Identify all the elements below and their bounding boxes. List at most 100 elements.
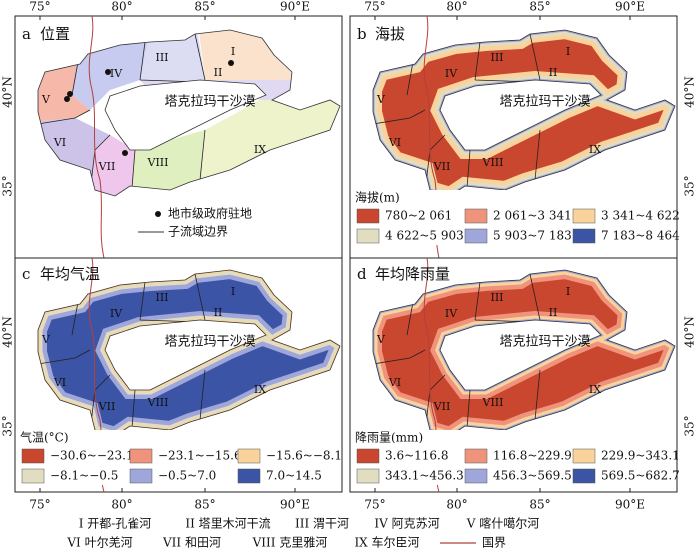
- desert-label: 塔克拉玛干沙漠: [499, 95, 590, 110]
- desert-label: 塔克拉玛干沙漠: [164, 95, 255, 110]
- footer-label: IV 阿克苏河: [374, 517, 439, 531]
- region-label: VI: [388, 136, 401, 149]
- legend-swatch: [464, 228, 488, 244]
- region-label: VIII: [482, 156, 504, 169]
- lon-tick-label: 85°: [194, 0, 215, 14]
- legend-swatch: [356, 208, 380, 224]
- lat-tick-label: 35°: [683, 415, 697, 436]
- legend-swatch: [572, 468, 596, 484]
- legend-label: 地市级政府驻地: [168, 206, 252, 221]
- region-label: II: [549, 306, 558, 319]
- region-label: I: [566, 45, 570, 58]
- legend-bg: [351, 190, 676, 245]
- legend-swatch: [237, 468, 261, 484]
- lon-tick-label: 75°: [29, 0, 50, 14]
- region-label: II: [549, 66, 558, 79]
- region-label: V: [41, 93, 51, 106]
- subbasin-region: [38, 55, 90, 125]
- lon-tick-label: 85°: [529, 498, 550, 512]
- region-label: VIII: [147, 156, 169, 169]
- region-label: VII: [433, 160, 451, 173]
- region-label: IX: [589, 383, 601, 396]
- city-marker: [67, 91, 73, 97]
- footer-label: V 喀什噶尔河: [466, 516, 539, 531]
- legend-swatch: [237, 448, 261, 464]
- region-label: V: [41, 333, 51, 346]
- legend-label: 229.9~343.1: [601, 449, 680, 463]
- legend-label: −30.6~−23.1: [50, 449, 134, 463]
- region-label: III: [490, 291, 503, 304]
- region-label: III: [155, 51, 168, 64]
- region-label: IX: [254, 383, 266, 396]
- city-marker: [122, 150, 128, 156]
- legend-label: 4 622~5 903: [385, 229, 464, 243]
- legend-title: 海拔(m): [355, 190, 400, 205]
- legend-label: 116.8~229.9: [493, 449, 572, 463]
- region-label: VI: [53, 136, 66, 149]
- legend-label: 3 341~4 622: [601, 209, 680, 223]
- panel-title: 位置: [40, 25, 70, 43]
- lon-tick-label: 75°: [364, 0, 385, 14]
- legend-label: −15.6~−8.1: [266, 449, 342, 463]
- region-label: III: [155, 291, 168, 304]
- panel-title: 年均气温: [40, 265, 100, 283]
- legend-swatch: [21, 468, 45, 484]
- region-label: VI: [53, 376, 66, 389]
- lon-tick-label: 80°: [446, 498, 467, 512]
- legend-label: 3.6~116.8: [385, 449, 449, 463]
- legend-label: 子流域边界: [168, 225, 228, 239]
- footer-label: 国界: [482, 536, 506, 550]
- legend-swatch: [129, 468, 153, 484]
- lat-tick-label: 40°N: [683, 76, 697, 108]
- lon-tick-label: 90°E: [615, 0, 645, 14]
- legend-swatch: [356, 228, 380, 244]
- region-label: VII: [98, 160, 116, 173]
- footer-label: VII 和田河: [162, 536, 221, 550]
- legend-label: 2 061~3 341: [493, 209, 572, 223]
- region-label: VII: [98, 400, 116, 413]
- legend-swatch: [572, 208, 596, 224]
- legend-label: 780~2 061: [385, 209, 452, 223]
- footer-label: II 塔里木河干流: [185, 517, 270, 531]
- region-label: I: [566, 285, 570, 298]
- desert-label: 塔克拉玛干沙漠: [499, 335, 590, 350]
- lon-tick-label: 90°E: [280, 0, 310, 14]
- city-marker: [64, 96, 70, 102]
- region-label: VIII: [147, 396, 169, 409]
- region-label: V: [376, 333, 386, 346]
- legend-label: −23.1~−15.6: [158, 449, 242, 463]
- region-label: I: [231, 45, 235, 58]
- panel-letter: b: [357, 25, 367, 43]
- region-label: VIII: [482, 396, 504, 409]
- legend-swatch: [129, 448, 153, 464]
- region-label: IX: [254, 143, 266, 156]
- legend-title: 降雨量(mm): [355, 431, 423, 445]
- lon-tick-label: 85°: [194, 498, 215, 512]
- legend-swatch: [356, 448, 380, 464]
- region-label: I: [231, 285, 235, 298]
- legend-bg: [351, 430, 676, 485]
- footer-label: IX 车尔臣河: [354, 535, 419, 550]
- legend-swatch: [464, 448, 488, 464]
- legend-swatch: [21, 448, 45, 464]
- region-label: VII: [433, 400, 451, 413]
- desert-label: 塔克拉玛干沙漠: [164, 335, 255, 350]
- lon-tick-label: 75°: [364, 498, 385, 512]
- legend-label: 569.5~682.7: [601, 469, 680, 483]
- panel-letter: d: [357, 265, 367, 283]
- legend-label: 456.3~569.5: [493, 469, 572, 483]
- legend-title: 气温(°C): [20, 430, 69, 445]
- lon-tick-label: 90°E: [280, 498, 310, 512]
- region-label: IV: [445, 307, 458, 320]
- legend-swatch: [464, 208, 488, 224]
- region-label: II: [214, 306, 223, 319]
- legend-label: −8.1~−0.5: [50, 469, 118, 483]
- city-marker: [228, 60, 234, 66]
- legend-swatch: [464, 468, 488, 484]
- region-label: IV: [110, 67, 123, 80]
- region-label: III: [490, 51, 503, 64]
- panel-title: 年均降雨量: [375, 265, 450, 283]
- lat-tick-label: 35°: [1, 175, 15, 196]
- lat-tick-label: 40°N: [683, 316, 697, 348]
- legend-swatch: [572, 448, 596, 464]
